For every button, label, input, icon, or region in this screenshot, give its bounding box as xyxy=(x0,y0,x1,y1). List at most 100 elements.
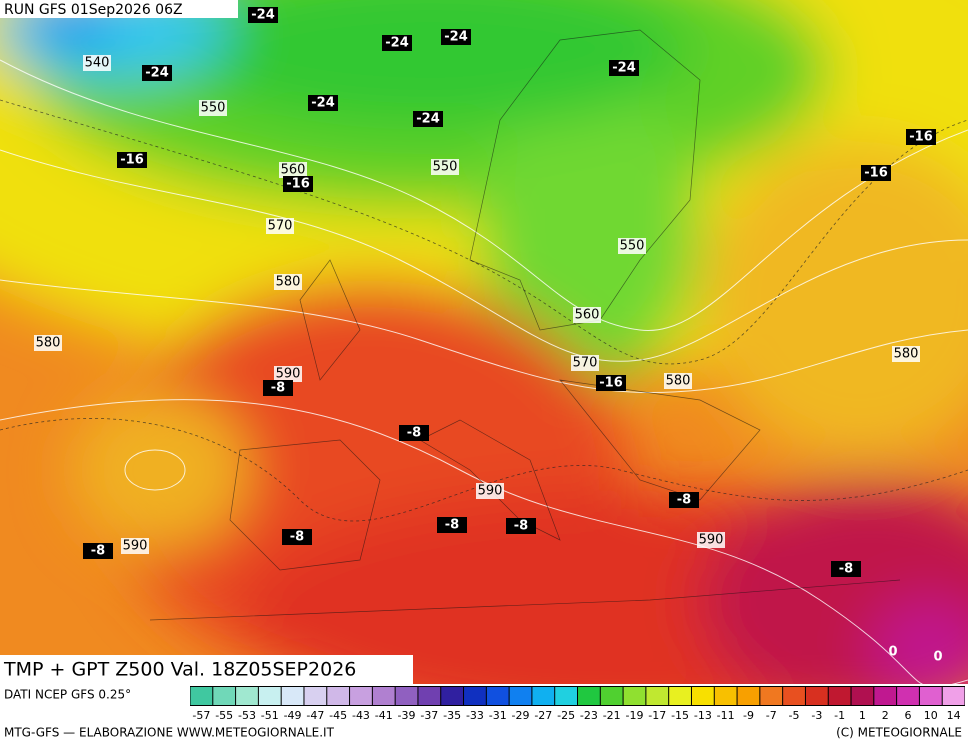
colorbar-label: -21 xyxy=(603,709,621,722)
contour-label-box xyxy=(573,307,601,323)
temperature-label: -8 xyxy=(839,562,853,577)
colorbar-swatch xyxy=(327,687,350,705)
colorbar-label: -5 xyxy=(789,709,800,722)
colorbar-swatch xyxy=(783,687,805,705)
colorbar-label: -33 xyxy=(466,709,484,722)
temperature-label-box xyxy=(382,35,412,51)
temperature-label-box xyxy=(399,425,429,441)
contour-label-box xyxy=(274,274,302,290)
colorbar-label: -51 xyxy=(261,709,279,722)
colorbar-label: 10 xyxy=(924,709,938,722)
contour-label-box xyxy=(571,355,599,371)
credit: MTG-GFS — ELABORAZIONE WWW.METEOGIORNALE… xyxy=(4,726,335,740)
source-label: DATI NCEP GFS 0.25° xyxy=(4,688,131,702)
temperature-label: -16 xyxy=(599,376,623,391)
colorbar-swatch xyxy=(258,687,281,705)
contour-label: 580 xyxy=(894,347,919,362)
colorbar-label: -35 xyxy=(443,709,461,722)
temperature-label-box xyxy=(283,176,313,192)
colorbar-swatch xyxy=(372,687,395,705)
temperature-label-box xyxy=(669,492,699,508)
temperature-label: -24 xyxy=(145,66,169,81)
colorbar-label: -29 xyxy=(512,709,530,722)
contour-label-box xyxy=(618,238,646,254)
temperature-label-box xyxy=(609,60,639,76)
temperature-label: -16 xyxy=(286,177,310,192)
colorbar-label: -17 xyxy=(648,709,666,722)
colorbar-label: -37 xyxy=(420,709,438,722)
colorbar-label: 14 xyxy=(947,709,961,722)
temperature-label: -24 xyxy=(385,36,409,51)
contour-label-box xyxy=(266,218,294,234)
colorbar-swatch xyxy=(395,687,418,705)
temperature-label: 0 xyxy=(888,645,897,660)
colorbar-label: -3 xyxy=(811,709,822,722)
contour-label-box xyxy=(199,100,227,116)
contour-label: 550 xyxy=(201,101,226,116)
temperature-label: -24 xyxy=(251,8,275,23)
colorbar-swatch xyxy=(897,687,919,705)
temperature-label: -24 xyxy=(444,30,468,45)
temperature-label: -16 xyxy=(909,130,933,145)
map-background xyxy=(0,0,968,684)
colorbar-label: -49 xyxy=(284,709,302,722)
temperature-label: -24 xyxy=(311,96,335,111)
colorbar-swatch xyxy=(578,687,600,705)
colorbar: -57 -55 -53 -51 -49 -47 -45 -43 -41 -39 -37 -35 -33-… xyxy=(190,686,965,722)
temperature-label-box xyxy=(506,518,536,534)
temperature-label-box xyxy=(596,375,626,391)
temperature-label-box xyxy=(282,529,312,545)
contour-label-box xyxy=(476,483,504,499)
temperature-label: -8 xyxy=(445,518,459,533)
temperature-label: -8 xyxy=(677,493,691,508)
colorbar-swatch xyxy=(919,687,942,705)
colorbar-label: -43 xyxy=(352,709,370,722)
colorbar-label: -53 xyxy=(238,709,256,722)
temperature-label: -8 xyxy=(290,530,304,545)
temperature-label-box xyxy=(413,111,443,127)
colorbar-swatch xyxy=(805,687,828,705)
contour-label: 560 xyxy=(575,308,600,323)
contour-label-box xyxy=(664,373,692,389)
colorbar-label: -55 xyxy=(215,709,233,722)
temperature-label-box xyxy=(117,152,147,168)
colorbar-label: -47 xyxy=(306,709,324,722)
colorbar-swatch xyxy=(942,687,965,705)
colorbar-swatch xyxy=(600,687,623,705)
contour-label: 590 xyxy=(276,367,301,382)
colorbar-swatch xyxy=(714,687,737,705)
colorbar-swatch xyxy=(691,687,714,705)
colorbar-swatch xyxy=(509,687,532,705)
colorbar-swatch xyxy=(555,687,577,705)
colorbar-label: -45 xyxy=(329,709,347,722)
temperature-label-box xyxy=(861,165,891,181)
colorbar-label: -9 xyxy=(743,709,754,722)
colorbar-swatch xyxy=(623,687,646,705)
colorbar-swatch xyxy=(874,687,897,705)
colorbar-swatch xyxy=(304,687,327,705)
colorbar-label: -7 xyxy=(766,709,777,722)
contour-label: 570 xyxy=(268,219,293,234)
colorbar-label: -25 xyxy=(557,709,575,722)
contour-label-box xyxy=(34,335,62,351)
contour-label: 560 xyxy=(281,163,306,178)
map-labels: 540 550 560 570 580 580 590 550 550 560 570 580 580 5… xyxy=(34,7,943,665)
contour-label: 580 xyxy=(36,336,61,351)
colorbar-swatch xyxy=(669,687,691,705)
colorbar-label: -39 xyxy=(398,709,416,722)
temperature-label-box xyxy=(263,380,293,396)
contour-label-box xyxy=(697,532,725,548)
run-label: RUN GFS 01Sep2026 06Z xyxy=(4,2,183,18)
colorbar-swatch xyxy=(828,687,851,705)
colorbar-swatch xyxy=(213,687,236,705)
temperature-label: -16 xyxy=(864,166,888,181)
colorbar-label: 1 xyxy=(859,709,866,722)
copyright: (C) METEOGIORNALE xyxy=(836,726,962,740)
contour-label: 580 xyxy=(276,275,301,290)
colorbar-swatch xyxy=(350,687,372,705)
contour-label: 550 xyxy=(620,239,645,254)
contour-label: 590 xyxy=(123,539,148,554)
contour-label: 590 xyxy=(699,533,724,548)
colorbar-label: -27 xyxy=(534,709,552,722)
colorbar-label: -31 xyxy=(489,709,507,722)
